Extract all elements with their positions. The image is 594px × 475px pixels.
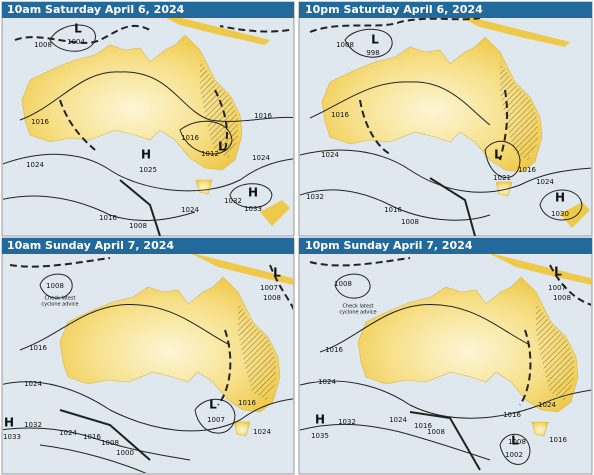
isobar-label: 998 bbox=[366, 49, 379, 57]
isobar-label: 1024 bbox=[181, 206, 199, 214]
isobar-label: 1016 bbox=[331, 111, 349, 119]
panel-header bbox=[2, 2, 294, 18]
isobar-label: 1024 bbox=[536, 178, 554, 186]
isobar-label: 1016 bbox=[83, 433, 101, 441]
isobar-label: 1025 bbox=[139, 166, 157, 174]
pressure-centre: L bbox=[494, 148, 502, 162]
isobar-label: 1024 bbox=[24, 380, 42, 388]
pressure-centre: L bbox=[209, 398, 217, 412]
pressure-centre: H bbox=[141, 148, 151, 162]
isobar-label: 1016 bbox=[325, 346, 343, 354]
isobar-label: 1008 bbox=[427, 428, 445, 436]
isobar-label: 1016 bbox=[384, 206, 402, 214]
isobar-label: 1008 bbox=[46, 282, 64, 290]
isobar-label: 1024 bbox=[389, 416, 407, 424]
isobar-label: 1002 bbox=[505, 451, 523, 459]
panel-header bbox=[2, 238, 294, 254]
panel: 10pm Sunday April 7, 2024 bbox=[298, 237, 593, 475]
pressure-centre: H bbox=[4, 416, 14, 430]
panel-title: 10pm Saturday April 6, 2024 bbox=[305, 3, 483, 16]
isobar-label: 1024 bbox=[321, 151, 339, 159]
isobar-label: 1024 bbox=[252, 154, 270, 162]
isobar-label: 1032 bbox=[338, 418, 356, 426]
advice-note: cyclone advice bbox=[41, 302, 78, 308]
isobar-label: 1016 bbox=[29, 344, 47, 352]
pressure-centre: L bbox=[511, 434, 519, 448]
advice-note: Check latest bbox=[342, 304, 373, 310]
isobar-label: 1024 bbox=[538, 401, 556, 409]
panel-title: 10am Sunday April 7, 2024 bbox=[7, 239, 174, 252]
isobar-label: 1033 bbox=[3, 433, 21, 441]
panel-header bbox=[299, 2, 592, 18]
advice-note: Check latest bbox=[44, 296, 75, 302]
isobar-label: 1007 bbox=[207, 416, 225, 424]
isobar-label: 1016 bbox=[99, 214, 117, 222]
isobar-label: 1030 bbox=[551, 210, 569, 218]
isobar-label: 1032 bbox=[306, 193, 324, 201]
isobar-label: 1007 bbox=[548, 284, 566, 292]
isobar-label: 1008 bbox=[263, 294, 281, 302]
isobar-label: 1016 bbox=[549, 436, 567, 444]
isobar-label: 1008 bbox=[101, 439, 119, 447]
isobar-label: 1008 bbox=[401, 218, 419, 226]
panel-title: 10am Saturday April 6, 2024 bbox=[7, 3, 185, 16]
pressure-centre: L bbox=[273, 266, 281, 280]
isobar-label: 1008 bbox=[334, 280, 352, 288]
isobar-label: 1021 bbox=[493, 174, 511, 182]
isobar-label: 1035 bbox=[311, 432, 329, 440]
pressure-centre: H bbox=[248, 186, 258, 200]
pressure-centre: L bbox=[554, 265, 562, 279]
pressure-centre: H bbox=[555, 191, 565, 205]
pressure-centre: H bbox=[315, 413, 325, 427]
pressure-centre: L bbox=[218, 140, 226, 154]
isobar-label: 1024 bbox=[318, 378, 336, 386]
panel-title: 10pm Sunday April 7, 2024 bbox=[305, 239, 473, 252]
panel: 10am Sunday April 7, 2024 bbox=[1, 237, 295, 475]
isobar-label: 1016 bbox=[518, 166, 536, 174]
pressure-centre: L bbox=[371, 33, 379, 47]
isobar-label: 1012 bbox=[201, 150, 219, 158]
isobar-label: 1008 bbox=[553, 294, 571, 302]
pressure-centre: L bbox=[74, 22, 82, 36]
isobar-label: 1008 bbox=[34, 41, 52, 49]
isobar-label: 1008 bbox=[508, 438, 526, 446]
isobar-label: 1016 bbox=[238, 399, 256, 407]
panel-header bbox=[299, 238, 592, 254]
isobar-label: 1016 bbox=[254, 112, 272, 120]
panel: 10am Saturday April 6, 2024 bbox=[1, 1, 295, 237]
isobar-label: 1004 bbox=[67, 38, 85, 46]
isobar-label: 1024 bbox=[59, 429, 77, 437]
panel: 10pm Saturday April 6, 2024 bbox=[298, 1, 593, 237]
advice-note: cyclone advice bbox=[339, 310, 376, 316]
isobar-label: 1024 bbox=[26, 161, 44, 169]
isobar-label: 1016 bbox=[181, 134, 199, 142]
isobar-label: 1032 bbox=[24, 421, 42, 429]
isobar-label: 1024 bbox=[253, 428, 271, 436]
isobar-label: 1032 bbox=[224, 197, 242, 205]
isobar-label: 1016 bbox=[414, 422, 432, 430]
isobar-label: 1033 bbox=[244, 205, 262, 213]
isobar-label: 1008 bbox=[129, 222, 147, 230]
isobar-label: 1000 bbox=[116, 449, 134, 457]
isobar-label: 1016 bbox=[31, 118, 49, 126]
isobar-label: 1008 bbox=[336, 41, 354, 49]
isobar-label: 1016 bbox=[503, 411, 521, 419]
isobar-label: 1007 bbox=[260, 284, 278, 292]
